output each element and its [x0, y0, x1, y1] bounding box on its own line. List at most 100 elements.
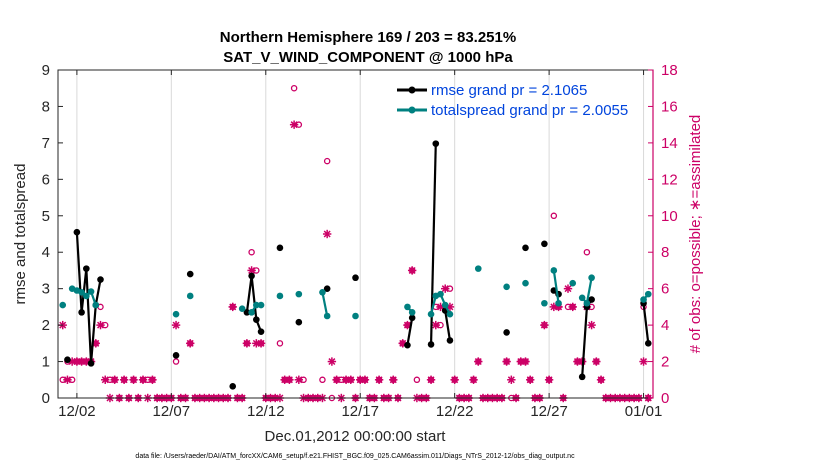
- rmse-point: [186, 270, 194, 278]
- obs-assimilated-marker: [346, 375, 355, 384]
- rmse-line: [406, 317, 414, 346]
- chart-title: Northern Hemisphere 169 / 203 = 83.251%: [220, 29, 516, 46]
- y2-tick-label: 16: [661, 98, 678, 115]
- obs-assimilated-marker: [332, 375, 341, 384]
- totalspread-point: [541, 299, 548, 307]
- x-tick-label: 12/27: [530, 403, 568, 420]
- rmse-point: [276, 244, 284, 252]
- totalspread-point: [550, 267, 558, 274]
- legend: rmse grand pr = 2.1065 totalspread grand…: [397, 82, 628, 119]
- obs-assimilated-marker: [289, 120, 299, 129]
- y-tick-label: 0: [42, 390, 50, 407]
- obs-assimilated-marker: [469, 375, 478, 384]
- obs-assimilated-marker: [148, 375, 157, 384]
- obs-assimilated-marker: [186, 339, 195, 348]
- rmse-point: [541, 240, 548, 248]
- totalspread-point: [83, 292, 90, 300]
- y-tick-label: 1: [42, 354, 50, 371]
- obs-assimilated-marker: [171, 320, 181, 330]
- totalspread-point: [186, 292, 194, 300]
- obs-assimilated-marker: [96, 320, 105, 330]
- totalspread-point: [253, 301, 260, 309]
- rmse-point: [446, 337, 454, 344]
- totalspread-point: [404, 303, 411, 311]
- totalspread-point: [583, 299, 591, 307]
- y-tick-label: 6: [42, 171, 50, 188]
- y2-tick-label: 4: [661, 317, 669, 334]
- obs-assimilated-marker: [526, 375, 535, 384]
- y-axis-left-ticks: 0 1 2 3 4 5 6 7 8 9: [42, 62, 63, 407]
- rmse-point: [253, 316, 260, 323]
- obs-assimilated-marker: [374, 375, 384, 384]
- rmse-point: [172, 352, 180, 359]
- totalspread-point: [427, 310, 435, 318]
- obs-assimilated-marker: [540, 320, 549, 330]
- rmse-point: [97, 276, 104, 283]
- y2-axis-label: # of obs: o=possible; ∗=assimilated: [687, 115, 704, 354]
- rmse-line: [642, 303, 650, 344]
- y2-tick-label: 14: [661, 135, 678, 152]
- obs-assimilated-marker: [426, 375, 436, 384]
- totalspread-point: [644, 290, 652, 298]
- totalspread-point: [59, 301, 67, 309]
- obs-assimilated-marker: [129, 375, 138, 384]
- y-axis-right-ticks: 0 2 4 6 8 10 12 14 16 18: [648, 62, 678, 407]
- x-tick-label: 12/12: [247, 403, 285, 420]
- obs-possible-marker: [413, 376, 421, 384]
- obs-assimilated-marker: [431, 320, 440, 330]
- obs-assimilated-marker: [294, 375, 304, 384]
- y-tick-label: 3: [42, 281, 50, 298]
- rmse-point: [248, 272, 255, 280]
- rmse-point: [87, 360, 95, 367]
- rmse-point: [73, 228, 81, 236]
- rmse-point: [83, 265, 90, 272]
- rmse-point: [588, 296, 595, 303]
- y-tick-label: 5: [42, 208, 50, 225]
- totalspread-point: [555, 299, 562, 307]
- totalspread-point: [522, 279, 529, 287]
- totalspread-point: [446, 310, 454, 318]
- legend-marker-totalspread: [408, 106, 416, 114]
- obs-assimilated-marker: [228, 302, 237, 312]
- totalspread-point: [352, 312, 359, 320]
- x-axis-ticks: 12/02 12/07 12/12 12/17 12/22 12/27 01/01: [58, 70, 662, 420]
- totalspread-line: [321, 292, 329, 317]
- x-tick-label: 12/22: [436, 403, 474, 420]
- obs-possible-marker: [583, 248, 591, 256]
- rmse-point: [644, 340, 652, 347]
- obs-possible-marker: [248, 248, 255, 256]
- obs-possible-marker: [323, 157, 331, 165]
- obs-assimilated-marker: [592, 357, 601, 366]
- obs-possible-marker: [276, 340, 284, 347]
- obs-assimilated-marker: [242, 339, 252, 348]
- obs-possible-marker: [550, 212, 558, 220]
- rmse-point: [352, 274, 359, 282]
- totalspread-point: [238, 305, 246, 313]
- legend-marker-rmse: [408, 86, 416, 94]
- obs-assimilated-marker: [587, 320, 596, 330]
- totalspread-point: [474, 265, 482, 272]
- rmse-point: [295, 318, 303, 326]
- obs-assimilated-marker: [110, 375, 119, 384]
- y2-tick-label: 6: [661, 281, 669, 298]
- totalspread-point: [323, 312, 331, 320]
- obs-possible-marker: [290, 84, 298, 92]
- rmse-point: [78, 309, 85, 316]
- totalspread-point: [248, 309, 255, 316]
- totalspread-point: [319, 289, 326, 296]
- x-tick-label: 12/07: [153, 403, 191, 420]
- obs-assimilated-marker: [327, 357, 337, 366]
- obs-assimilated-marker: [119, 375, 129, 384]
- x-tick-label: 12/17: [341, 403, 379, 420]
- y-tick-label: 9: [42, 62, 50, 79]
- totalspread-point: [578, 294, 586, 302]
- rmse-point: [432, 140, 440, 147]
- obs-assimilated-marker: [389, 375, 398, 384]
- obs-assimilated-marker: [596, 375, 606, 384]
- totalspread-point: [276, 292, 284, 300]
- x-axis-label: Dec.01,2012 00:00:00 start: [265, 428, 447, 445]
- obs-assimilated-marker: [322, 229, 332, 239]
- obs-assimilated-marker: [101, 375, 110, 384]
- obs-assimilated-marker: [450, 375, 459, 384]
- y2-tick-label: 8: [661, 244, 669, 261]
